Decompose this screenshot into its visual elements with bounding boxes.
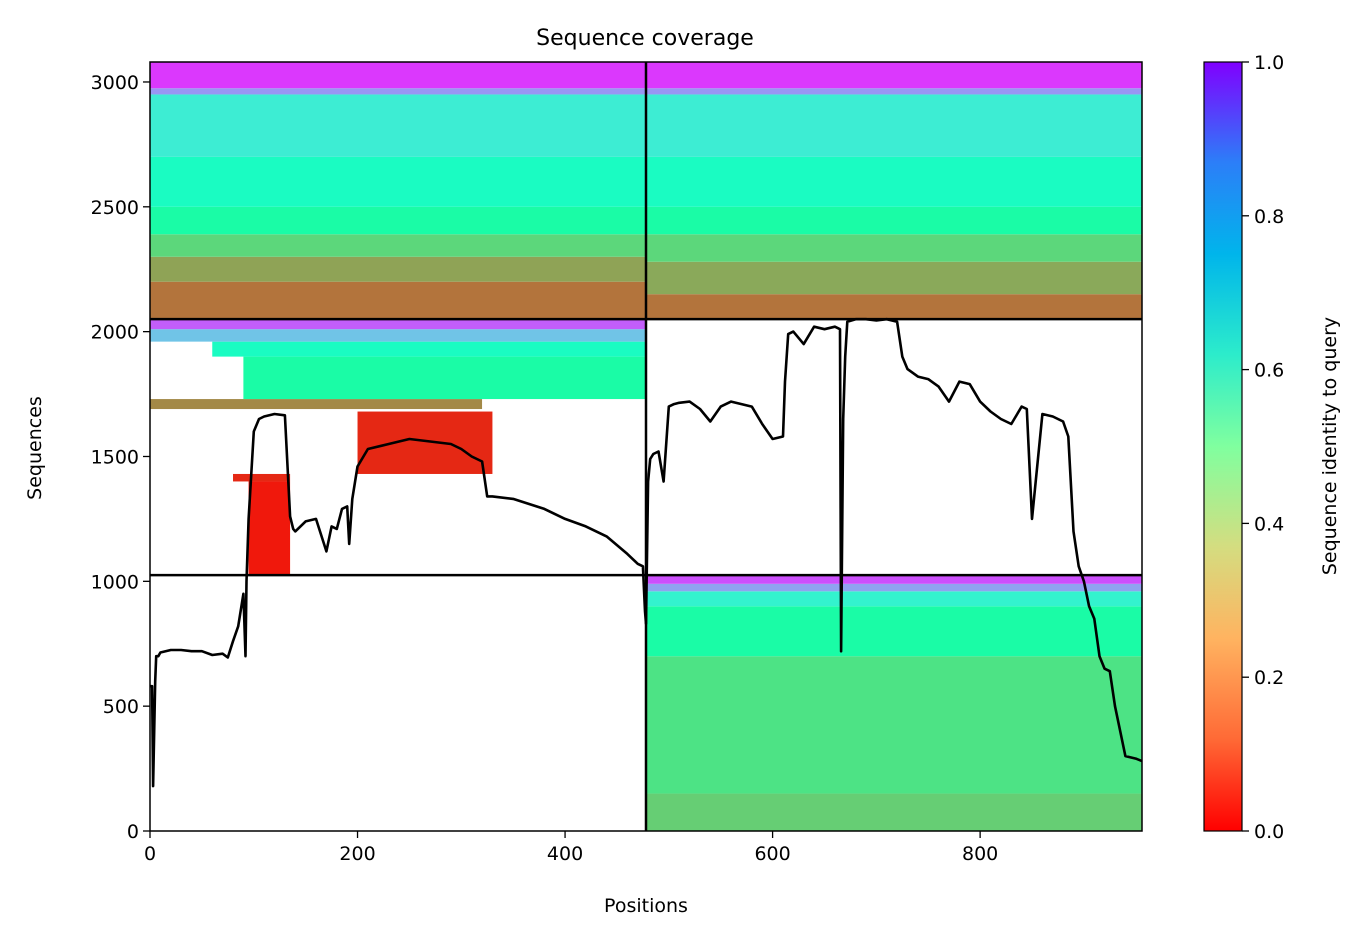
colorbar-tick-label: 1.0: [1254, 52, 1284, 74]
identity-band: [646, 261, 1142, 295]
identity-band: [150, 88, 646, 95]
colorbar-label: Sequence identity to query: [1319, 317, 1341, 575]
identity-band: [646, 583, 1142, 592]
msa-block-1: [150, 62, 646, 320]
identity-band: [646, 234, 1142, 262]
identity-band: [646, 88, 1142, 95]
y-tick-label: 2500: [91, 197, 139, 219]
identity-band: [150, 281, 646, 320]
colorbar-tick-label: 0.2: [1254, 667, 1284, 689]
y-tick-label: 0: [127, 821, 139, 843]
y-tick-label: 1000: [91, 571, 139, 593]
x-tick-label: 0: [144, 843, 156, 865]
identity-band: [150, 62, 646, 89]
y-tick-label: 2000: [91, 322, 139, 344]
x-tick-label: 400: [547, 843, 583, 865]
msa-block-3: [150, 319, 647, 576]
x-axis-label: Positions: [604, 895, 688, 917]
colorbar-ticks: 0.0 0.2 0.4 0.6 0.8 1.0: [1242, 52, 1284, 843]
identity-band: [150, 329, 646, 342]
identity-band: [646, 606, 1142, 657]
identity-band: [150, 256, 646, 282]
identity-band: [646, 591, 1142, 607]
plot-area: [149, 61, 1143, 832]
y-axis-label: Sequences: [24, 396, 46, 500]
msa-heatmap: [150, 62, 1142, 831]
identity-band: [646, 206, 1142, 235]
y-tick-label: 1500: [91, 446, 139, 468]
identity-band: [233, 473, 291, 482]
identity-band: [646, 575, 1142, 584]
identity-band: [646, 294, 1142, 320]
identity-band: [212, 341, 647, 357]
x-tick-label: 800: [962, 843, 998, 865]
identity-band: [646, 62, 1142, 89]
chart-title: Sequence coverage: [536, 26, 754, 51]
coverage-line: [150, 317, 1142, 788]
plot-frame: [149, 61, 1143, 832]
x-axis: 0 200 400 600 800: [144, 831, 998, 865]
identity-band: [646, 656, 1142, 794]
y-tick-label: 500: [103, 696, 139, 718]
y-tick-label: 3000: [91, 72, 139, 94]
identity-band: [150, 399, 483, 410]
identity-band: [357, 411, 493, 474]
colorbar-tick-label: 0.0: [1254, 821, 1284, 843]
coverage-line-layer: [150, 317, 1142, 788]
identity-band: [150, 319, 646, 330]
identity-band: [150, 206, 646, 235]
msa-block-2: [646, 62, 1142, 320]
colorbar-tick-label: 0.8: [1254, 206, 1284, 228]
x-tick-label: 200: [339, 843, 375, 865]
identity-band: [646, 793, 1142, 831]
identity-band: [646, 94, 1142, 157]
identity-band: [150, 156, 646, 207]
y-axis: 0 500 1000 1500 2000 2500 3000: [91, 72, 150, 843]
identity-band: [243, 356, 647, 400]
msa-block-4: [646, 575, 1142, 831]
x-tick-label: 600: [754, 843, 790, 865]
colorbar: 0.0 0.2 0.4 0.6 0.8 1.0 Sequence identity to …: [1203, 52, 1341, 843]
identity-band: [646, 156, 1142, 207]
identity-band: [248, 481, 291, 576]
colorbar-tick-label: 0.4: [1254, 513, 1284, 535]
colorbar-tick-label: 0.6: [1254, 360, 1284, 382]
identity-band: [150, 234, 646, 257]
identity-band: [150, 94, 646, 157]
colorbar-gradient: [1203, 61, 1243, 832]
